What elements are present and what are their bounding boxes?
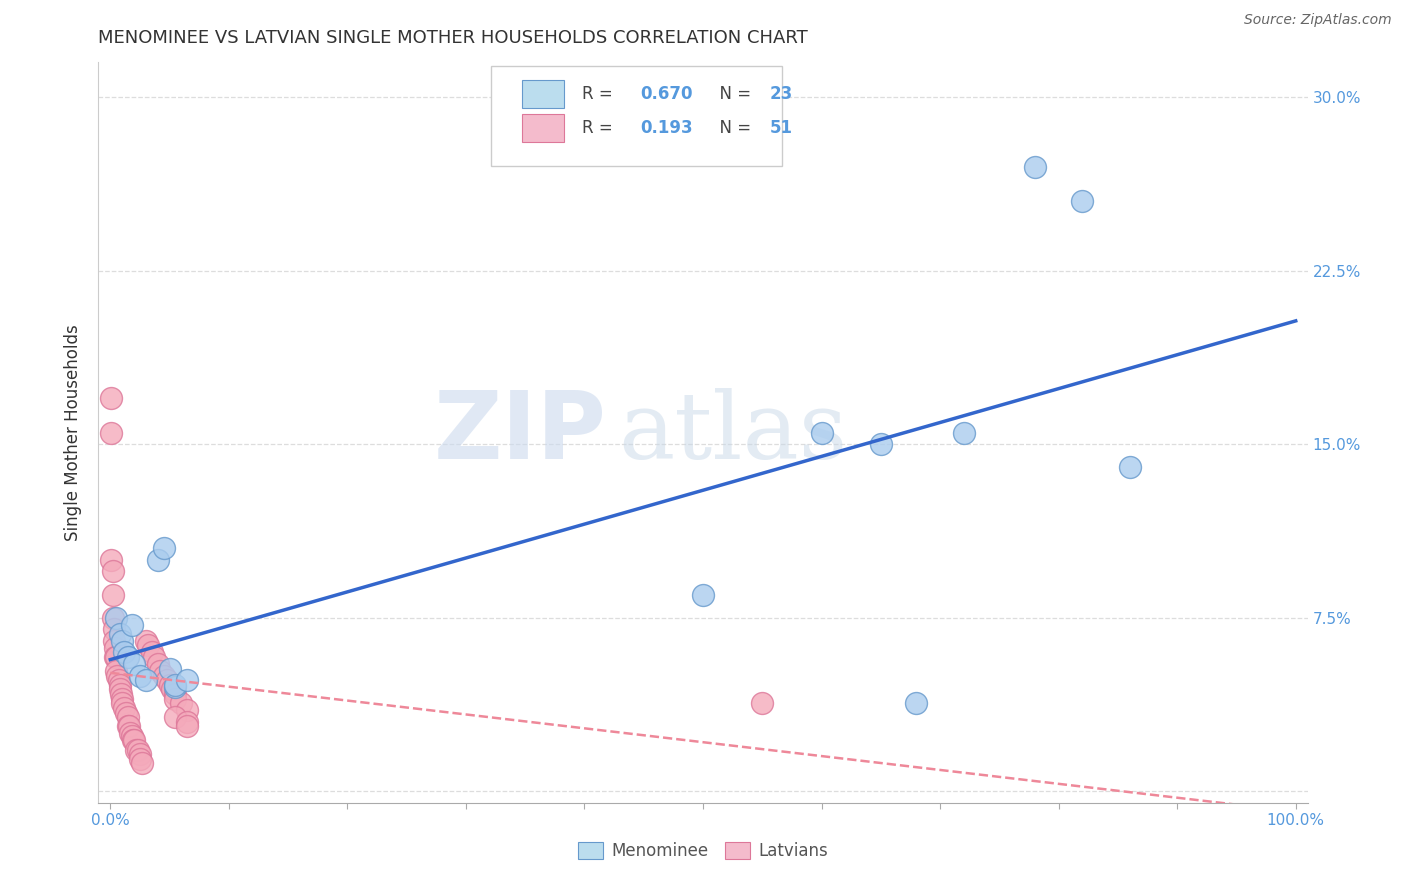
Point: [751, 696, 773, 710]
Text: 51: 51: [769, 120, 793, 137]
Point: [160, 682, 183, 697]
Point: [110, 687, 132, 701]
Point: [810, 425, 832, 440]
Text: 0.193: 0.193: [640, 120, 693, 137]
FancyBboxPatch shape: [522, 114, 564, 143]
Point: [121, 733, 143, 747]
Point: [103, 622, 125, 636]
Text: Source: ZipAtlas.com: Source: ZipAtlas.com: [1244, 13, 1392, 28]
Point: [146, 657, 169, 671]
Point: [176, 673, 198, 688]
Point: [103, 633, 125, 648]
Text: atlas: atlas: [619, 388, 848, 477]
Point: [111, 633, 134, 648]
Point: [176, 719, 198, 733]
Point: [149, 664, 172, 678]
Point: [114, 701, 136, 715]
Point: [129, 752, 152, 766]
Point: [105, 664, 128, 678]
Text: N =: N =: [709, 120, 756, 137]
Point: [136, 639, 159, 653]
Point: [111, 696, 134, 710]
Point: [105, 611, 128, 625]
Point: [122, 733, 145, 747]
Point: [108, 627, 131, 641]
Text: 0.670: 0.670: [640, 86, 693, 103]
Point: [100, 425, 122, 440]
Point: [108, 682, 131, 697]
Point: [159, 662, 181, 676]
Point: [131, 756, 153, 771]
Point: [152, 541, 174, 556]
Point: [165, 710, 187, 724]
Y-axis label: Single Mother Households: Single Mother Households: [65, 325, 83, 541]
Point: [120, 726, 142, 740]
Point: [146, 553, 169, 567]
Point: [121, 617, 143, 632]
Point: [1024, 160, 1046, 174]
Point: [952, 425, 974, 440]
Point: [105, 668, 128, 682]
Point: [129, 747, 152, 762]
Point: [165, 678, 187, 692]
Point: [143, 650, 166, 665]
Point: [101, 611, 124, 625]
Point: [105, 650, 128, 665]
Point: [117, 710, 139, 724]
Point: [104, 650, 127, 665]
Text: 23: 23: [769, 86, 793, 103]
Point: [176, 703, 198, 717]
Text: N =: N =: [709, 86, 756, 103]
Point: [170, 696, 193, 710]
Point: [692, 588, 714, 602]
Point: [111, 691, 134, 706]
Point: [125, 742, 148, 756]
Text: R =: R =: [582, 120, 619, 137]
Point: [165, 687, 187, 701]
Point: [156, 673, 179, 688]
Text: ZIP: ZIP: [433, 386, 606, 479]
Point: [108, 678, 131, 692]
Legend: Menominee, Latvians: Menominee, Latvians: [569, 834, 837, 869]
Point: [152, 668, 174, 682]
Point: [905, 696, 928, 710]
Point: [117, 650, 139, 665]
Point: [141, 645, 163, 659]
Point: [869, 437, 891, 451]
Point: [129, 668, 152, 682]
Point: [1071, 194, 1094, 209]
Point: [101, 588, 124, 602]
Point: [121, 729, 143, 743]
Text: R =: R =: [582, 86, 619, 103]
Point: [165, 680, 187, 694]
Point: [118, 719, 141, 733]
Point: [114, 706, 136, 720]
Point: [117, 719, 139, 733]
Point: [107, 673, 129, 688]
Point: [114, 645, 136, 659]
Text: MENOMINEE VS LATVIAN SINGLE MOTHER HOUSEHOLDS CORRELATION CHART: MENOMINEE VS LATVIAN SINGLE MOTHER HOUSE…: [98, 29, 808, 47]
Point: [104, 640, 127, 655]
Point: [122, 657, 145, 671]
Point: [101, 565, 124, 579]
FancyBboxPatch shape: [522, 80, 564, 108]
Point: [159, 678, 181, 692]
Point: [135, 633, 157, 648]
Point: [100, 553, 122, 567]
Point: [135, 673, 157, 688]
Point: [176, 714, 198, 729]
Point: [100, 391, 122, 405]
Point: [165, 691, 187, 706]
Point: [1119, 460, 1142, 475]
Point: [127, 742, 149, 756]
FancyBboxPatch shape: [492, 66, 782, 166]
